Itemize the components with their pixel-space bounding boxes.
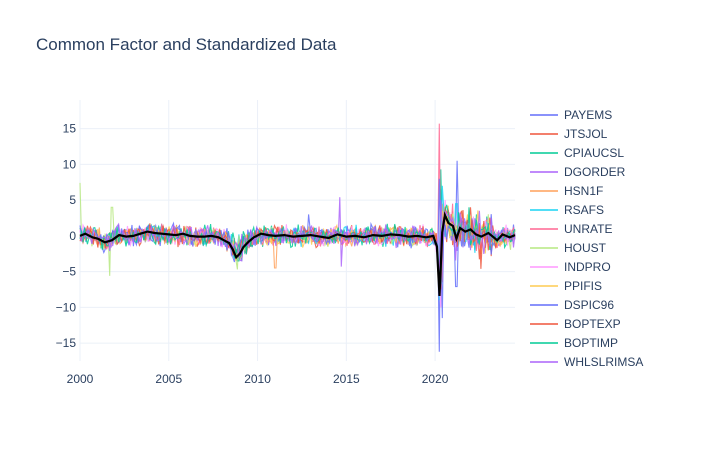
chart-title: Common Factor and Standardized Data [36, 35, 337, 54]
common-factor-line [79, 211, 516, 296]
x-tick-label: 2020 [422, 372, 449, 386]
legend-item-whlslrimsa[interactable]: WHLSLRIMSA [530, 355, 643, 369]
legend-item-indpro[interactable]: INDPRO [530, 260, 611, 274]
legend-item-unrate[interactable]: UNRATE [530, 222, 612, 236]
y-tick-label: 5 [69, 193, 76, 207]
legend-label: UNRATE [564, 222, 612, 236]
legend-label: CPIAUCSL [564, 146, 624, 160]
legend-label: PAYEMS [564, 108, 612, 122]
x-tick-label: 2010 [244, 372, 271, 386]
x-tick-label: 2000 [67, 372, 94, 386]
legend-label: PPIFIS [564, 279, 602, 293]
legend-item-ppifis[interactable]: PPIFIS [530, 279, 602, 293]
y-tick-label: 0 [69, 229, 76, 243]
series-line-dgorder [79, 197, 516, 294]
y-tick-label: −10 [56, 300, 77, 314]
legend-label: INDPRO [564, 260, 611, 274]
x-tick-label: 2005 [155, 372, 182, 386]
series-line-payems [79, 160, 516, 352]
legend-label: HOUST [564, 241, 607, 255]
legend-label: DSPIC96 [564, 298, 614, 312]
legend-label: RSAFS [564, 203, 604, 217]
legend-item-houst[interactable]: HOUST [530, 241, 607, 255]
legend-label: JTSJOL [564, 127, 608, 141]
legend-label: BOPTIMP [564, 336, 618, 350]
legend-label: HSN1F [564, 184, 603, 198]
y-tick-label: 10 [63, 157, 77, 171]
legend-label: BOPTEXP [564, 317, 621, 331]
legend-item-dgorder[interactable]: DGORDER [530, 165, 626, 179]
y-tick-label: −5 [62, 265, 76, 279]
legend-item-dspic96[interactable]: DSPIC96 [530, 298, 614, 312]
series-line-unrate [79, 123, 516, 283]
legend-item-rsafs[interactable]: RSAFS [530, 203, 604, 217]
legend-label: WHLSLRIMSA [564, 355, 643, 369]
legend-item-payems[interactable]: PAYEMS [530, 108, 612, 122]
legend-item-boptimp[interactable]: BOPTIMP [530, 336, 618, 350]
y-tick-label: 15 [63, 122, 77, 136]
factor-layer [79, 211, 516, 296]
legend-item-jtsjol[interactable]: JTSJOL [530, 127, 608, 141]
legend[interactable]: PAYEMS JTSJOL CPIAUCSL DGORDER HSN1F RSAFS UNR… [530, 108, 643, 369]
series-line-rsafs [79, 185, 516, 301]
legend-label: DGORDER [564, 165, 626, 179]
legend-item-boptexp[interactable]: BOPTEXP [530, 317, 621, 331]
x-tick-label: 2015 [333, 372, 360, 386]
tick-layer: 15 10 5 0 −5 −10 −15 2000 2005 2010 2015 2020 [56, 122, 449, 386]
series-layer [79, 123, 516, 352]
y-tick-label: −15 [56, 336, 77, 350]
legend-item-hsn1f[interactable]: HSN1F [530, 184, 603, 198]
legend-item-cpiaucsl[interactable]: CPIAUCSL [530, 146, 624, 160]
